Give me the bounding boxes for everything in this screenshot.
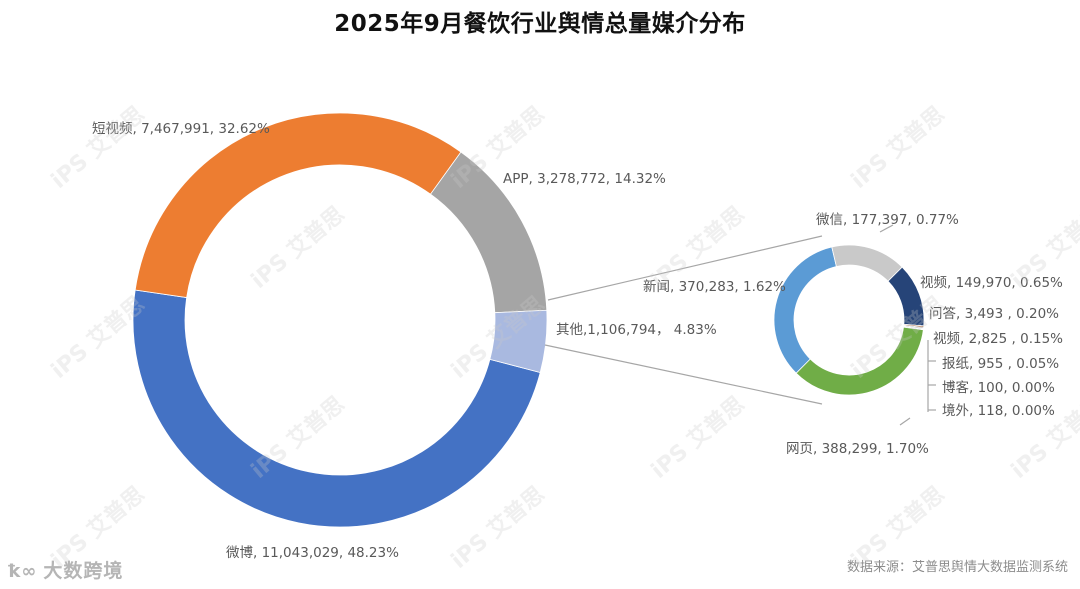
label-web: 网页, 388,299, 1.70% bbox=[786, 441, 929, 457]
label-other: 其他,1,106,794， 4.83% bbox=[556, 322, 717, 338]
slice-video bbox=[887, 266, 925, 327]
chart-title: 2025年9月餐饮行业舆情总量媒介分布 bbox=[334, 11, 746, 37]
leader-wechat bbox=[879, 224, 894, 233]
slice-web bbox=[795, 326, 924, 396]
brand-text: 大数跨境 bbox=[43, 560, 124, 582]
slice-overseas bbox=[903, 326, 924, 331]
brand-watermark: ꝁ∞ 大数跨境 bbox=[8, 556, 123, 583]
label-video-2: 视频, 2,825 , 0.15% bbox=[933, 331, 1063, 347]
slice-news bbox=[773, 246, 837, 374]
label-overseas: 境外, 118, 0.00% bbox=[942, 403, 1055, 419]
slice-short-video bbox=[134, 112, 462, 299]
slice-wechat bbox=[831, 244, 903, 282]
connector-top bbox=[547, 235, 823, 301]
label-short-video: 短视频, 7,467,991, 32.62% bbox=[92, 121, 270, 137]
label-news: 新闻, 370,283, 1.62% bbox=[643, 279, 786, 295]
label-blog: 博客, 100, 0.00% bbox=[942, 380, 1055, 396]
slice-weibo bbox=[132, 289, 541, 528]
label-weibo: 微博, 11,043,029, 48.23% bbox=[226, 545, 399, 561]
label-qa: 问答, 3,493 , 0.20% bbox=[929, 306, 1059, 322]
label-wechat: 微信, 177,397, 0.77% bbox=[816, 212, 959, 228]
slice-other bbox=[489, 309, 548, 374]
brand-logo-icon: ꝁ∞ bbox=[8, 561, 38, 582]
leader-web bbox=[899, 417, 911, 426]
data-source-note: 数据来源：艾普思舆情大数据监测系统 bbox=[846, 560, 1068, 575]
label-newspaper: 报纸, 955 , 0.05% bbox=[942, 356, 1060, 372]
label-app: APP, 3,278,772, 14.32% bbox=[503, 171, 666, 187]
label-video: 视频, 149,970, 0.65% bbox=[920, 275, 1063, 291]
connector-bottom bbox=[544, 344, 823, 405]
